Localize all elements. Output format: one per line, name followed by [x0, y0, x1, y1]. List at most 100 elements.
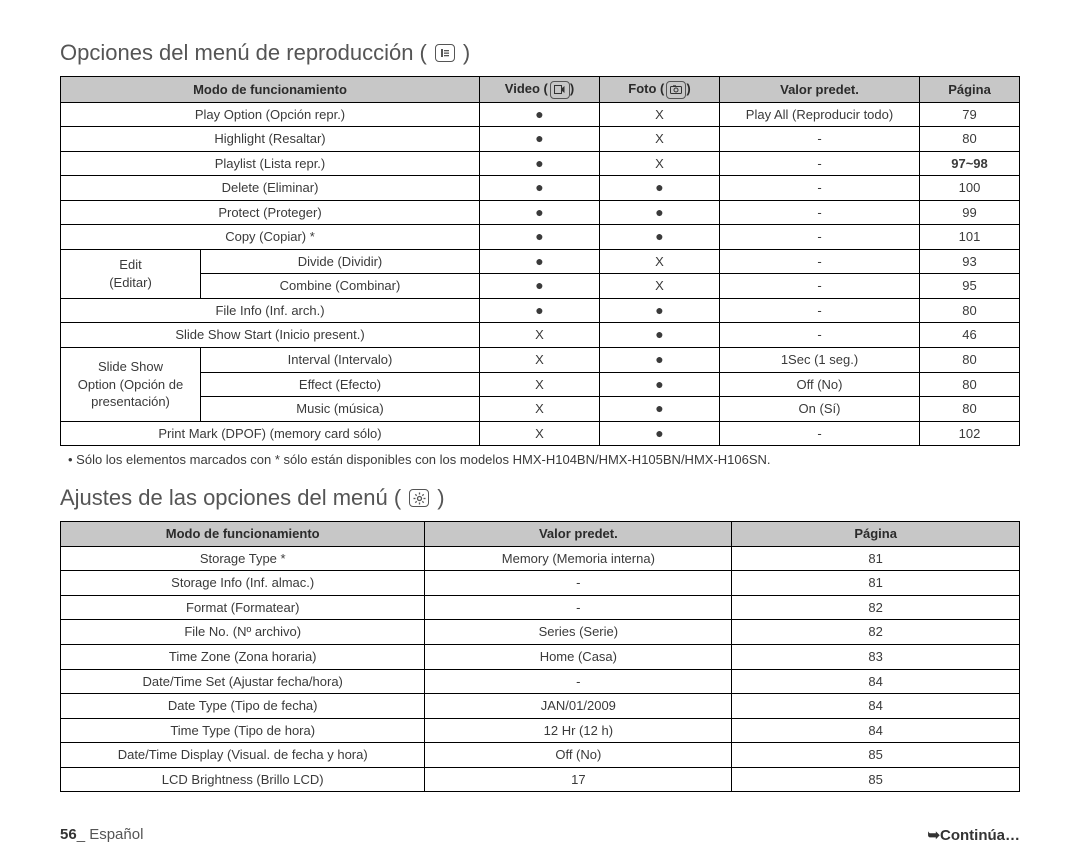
table-row: Delete (Eliminar)●●-100: [61, 176, 1020, 201]
table-cell: X: [480, 421, 600, 446]
table-cell: ●: [600, 298, 720, 323]
settings-icon: [409, 489, 429, 507]
table-cell: -: [425, 571, 732, 596]
table-cell: LCD Brightness (Brillo LCD): [61, 767, 425, 792]
table-cell: -: [720, 249, 920, 274]
table-cell: Play Option (Opción repr.): [61, 102, 480, 127]
table-cell: ●: [480, 127, 600, 152]
col2-page: Página: [732, 522, 1020, 547]
col-page: Página: [920, 77, 1020, 103]
table-cell: Delete (Eliminar): [61, 176, 480, 201]
table-cell: -: [720, 323, 920, 348]
table-cell: -: [720, 151, 920, 176]
table-cell: ●: [600, 225, 720, 250]
table-cell: ●: [600, 421, 720, 446]
table-row: Edit (Editar)Divide (Dividir)●X-93: [61, 249, 1020, 274]
table-cell: 12 Hr (12 h): [425, 718, 732, 743]
table-cell: ●: [600, 397, 720, 422]
section2-title: Ajustes de las opciones del menú ( ): [60, 485, 1020, 511]
table-cell: ●: [480, 176, 600, 201]
table-cell: Off (No): [720, 372, 920, 397]
section1-title-text: Opciones del menú de reproducción (: [60, 40, 427, 66]
table-cell: Music (música): [201, 397, 480, 422]
table-row: Slide Show Option (Opción de presentació…: [61, 348, 1020, 373]
table-cell: X: [600, 127, 720, 152]
table-cell: Protect (Proteger): [61, 200, 480, 225]
col2-default: Valor predet.: [425, 522, 732, 547]
table-cell: ●: [480, 274, 600, 299]
table-cell: Date Type (Tipo de fecha): [61, 694, 425, 719]
table-cell: -: [720, 421, 920, 446]
table-cell: Home (Casa): [425, 644, 732, 669]
table-cell: On (Sí): [720, 397, 920, 422]
table-cell: 82: [732, 595, 1020, 620]
table-cell: 93: [920, 249, 1020, 274]
table-cell: ●: [600, 348, 720, 373]
table-cell: JAN/01/2009: [425, 694, 732, 719]
continue-label: ➥Continúa…: [927, 826, 1020, 844]
table-cell: 80: [920, 372, 1020, 397]
table-cell: ●: [480, 225, 600, 250]
table-cell: 85: [732, 743, 1020, 768]
table-row: Play Option (Opción repr.)●XPlay All (Re…: [61, 102, 1020, 127]
table-cell: Slide Show Start (Inicio present.): [61, 323, 480, 348]
table-cell: Date/Time Display (Visual. de fecha y ho…: [61, 743, 425, 768]
table-cell: X: [480, 323, 600, 348]
table-cell: ●: [600, 176, 720, 201]
table-cell: Interval (Intervalo): [201, 348, 480, 373]
table-row: Combine (Combinar)●X-95: [61, 274, 1020, 299]
table-cell: X: [600, 274, 720, 299]
col-mode: Modo de funcionamiento: [61, 77, 480, 103]
col-default: Valor predet.: [720, 77, 920, 103]
table-cell: 84: [732, 718, 1020, 743]
table-cell: Date/Time Set (Ajustar fecha/hora): [61, 669, 425, 694]
table-cell: 80: [920, 397, 1020, 422]
table-row: Date/Time Display (Visual. de fecha y ho…: [61, 743, 1020, 768]
section1-title: Opciones del menú de reproducción ( ): [60, 40, 1020, 66]
table-cell: Format (Formatear): [61, 595, 425, 620]
table-cell: Print Mark (DPOF) (memory card sólo): [61, 421, 480, 446]
table-cell: 80: [920, 348, 1020, 373]
table-cell: 1Sec (1 seg.): [720, 348, 920, 373]
table-cell: -: [720, 200, 920, 225]
table-cell: Time Zone (Zona horaria): [61, 644, 425, 669]
table-cell: 81: [732, 571, 1020, 596]
table-row: Protect (Proteger)●●-99: [61, 200, 1020, 225]
table-cell: File No. (Nº archivo): [61, 620, 425, 645]
table-cell: 79: [920, 102, 1020, 127]
page-footer: 56_ Español ➥Continúa…: [60, 826, 1020, 844]
section2-title-text: Ajustes de las opciones del menú (: [60, 485, 401, 511]
table-cell: Combine (Combinar): [201, 274, 480, 299]
table-cell: -: [720, 298, 920, 323]
table-cell: 100: [920, 176, 1020, 201]
table-row: Print Mark (DPOF) (memory card sólo)X●-1…: [61, 421, 1020, 446]
table-row: File Info (Inf. arch.)●●-80: [61, 298, 1020, 323]
table-row: Music (música)X●On (Sí)80: [61, 397, 1020, 422]
table-cell: X: [600, 249, 720, 274]
table-cell: ●: [600, 372, 720, 397]
table-cell: ●: [480, 102, 600, 127]
section1-title-after: ): [463, 40, 470, 66]
playback-icon: [435, 44, 455, 62]
table-row: Copy (Copiar) *●●-101: [61, 225, 1020, 250]
slideshow-group-label: Slide Show Option (Opción de presentació…: [61, 348, 201, 422]
table-row: Playlist (Lista repr.)●X-97~98: [61, 151, 1020, 176]
table-cell: ●: [600, 200, 720, 225]
table-cell: Series (Serie): [425, 620, 732, 645]
table-cell: Play All (Reproducir todo): [720, 102, 920, 127]
table-cell: 84: [732, 669, 1020, 694]
table-row: Date/Time Set (Ajustar fecha/hora)-84: [61, 669, 1020, 694]
table-row: File No. (Nº archivo)Series (Serie)82: [61, 620, 1020, 645]
table-row: Time Type (Tipo de hora)12 Hr (12 h)84: [61, 718, 1020, 743]
table-cell: ●: [480, 298, 600, 323]
table-row: Storage Type *Memory (Memoria interna)81: [61, 546, 1020, 571]
table-row: Slide Show Start (Inicio present.)X●-46: [61, 323, 1020, 348]
table-cell: ●: [600, 323, 720, 348]
table-cell: -: [425, 595, 732, 620]
table-cell: Time Type (Tipo de hora): [61, 718, 425, 743]
table-cell: 101: [920, 225, 1020, 250]
table-cell: 80: [920, 298, 1020, 323]
col2-mode: Modo de funcionamiento: [61, 522, 425, 547]
section2-title-after: ): [437, 485, 444, 511]
table-cell: X: [480, 372, 600, 397]
